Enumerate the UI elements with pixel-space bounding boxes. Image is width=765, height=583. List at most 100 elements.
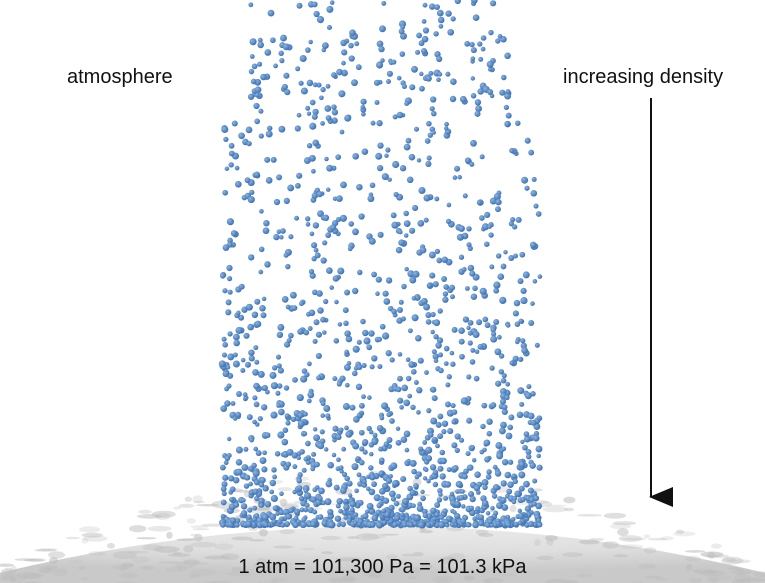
air-molecule [383,298,391,305]
air-molecule [278,125,286,133]
air-molecule [370,120,376,126]
air-molecule [510,217,516,223]
air-molecule [264,500,272,508]
surface-speckle [142,544,164,551]
air-molecule [222,189,229,196]
air-molecule [376,336,383,342]
air-molecule [233,339,240,347]
air-molecule [469,161,475,167]
air-molecule [389,357,395,363]
air-molecule [377,142,384,149]
air-molecule [390,212,397,219]
air-molecule [445,218,452,225]
air-molecule [391,308,397,315]
air-molecule [377,363,383,370]
air-molecule [374,99,380,106]
air-molecule [389,418,395,424]
air-molecule [230,230,238,237]
surface-speckle [151,510,176,518]
air-molecule [493,281,501,289]
air-molecule [305,440,311,447]
air-molecule [382,332,390,340]
air-molecule [299,301,304,307]
air-molecule [451,419,457,425]
air-molecule [369,182,376,189]
air-molecule [245,303,253,311]
air-molecule [521,347,528,354]
air-molecule [382,497,390,504]
air-molecule [324,498,332,506]
surface-speckle [401,553,416,557]
surface-speckle [483,577,504,583]
surface-speckle [730,569,752,575]
air-molecule [307,361,312,367]
air-molecule [446,467,452,473]
air-molecule [423,217,429,223]
air-molecule [351,463,359,471]
air-molecule [445,401,451,408]
surface-speckle [203,555,230,560]
air-molecule [432,436,438,442]
air-molecule [341,446,347,452]
air-molecule [417,219,425,227]
air-molecule [430,417,438,425]
air-molecule [467,264,475,272]
air-molecule [282,43,290,51]
air-molecule [481,479,489,486]
air-molecule [283,197,290,205]
air-molecule [321,330,327,335]
air-molecule [303,507,309,513]
air-molecule [336,457,341,463]
air-molecule [288,507,294,514]
air-molecule [313,434,321,442]
air-molecule [300,521,307,528]
air-molecule [436,9,444,17]
air-molecule [221,481,228,488]
air-molecule [407,393,413,399]
air-molecule [264,432,271,439]
air-molecule [252,488,259,495]
air-molecule [248,2,254,8]
air-molecule [444,121,449,127]
surface-speckle [270,577,287,583]
air-molecule [385,277,393,284]
air-molecule [400,32,407,40]
air-molecule [395,439,402,446]
air-molecule [425,446,433,454]
air-molecule [311,168,316,174]
air-molecule [460,397,468,405]
air-molecule [287,184,295,192]
air-molecule [395,493,401,499]
air-molecule [281,83,288,90]
air-molecule [458,338,465,345]
air-molecule [305,105,311,111]
air-molecule [221,352,228,358]
air-molecule [385,350,392,357]
air-molecule [321,519,329,527]
air-molecule [339,469,344,474]
air-molecule [379,25,386,33]
air-molecule [493,510,499,516]
surface-speckle [380,533,399,536]
air-molecule [383,441,390,447]
surface-speckle [475,529,489,536]
air-molecule [258,502,264,508]
air-molecule [248,254,255,261]
air-molecule [392,160,400,169]
surface-speckle [131,556,151,563]
surface-speckle [176,538,195,541]
air-molecule [341,49,348,56]
surface-speckle [177,565,187,572]
air-molecule [323,405,331,412]
air-molecule [483,439,491,447]
air-molecule [305,216,311,222]
air-molecule [320,401,326,407]
air-molecule [444,481,452,488]
air-molecule [297,420,305,428]
air-molecule [220,513,226,519]
air-molecule [348,55,355,62]
air-molecule [399,165,407,172]
air-molecule [454,512,461,520]
air-molecule [443,345,450,352]
air-molecule [420,47,428,55]
